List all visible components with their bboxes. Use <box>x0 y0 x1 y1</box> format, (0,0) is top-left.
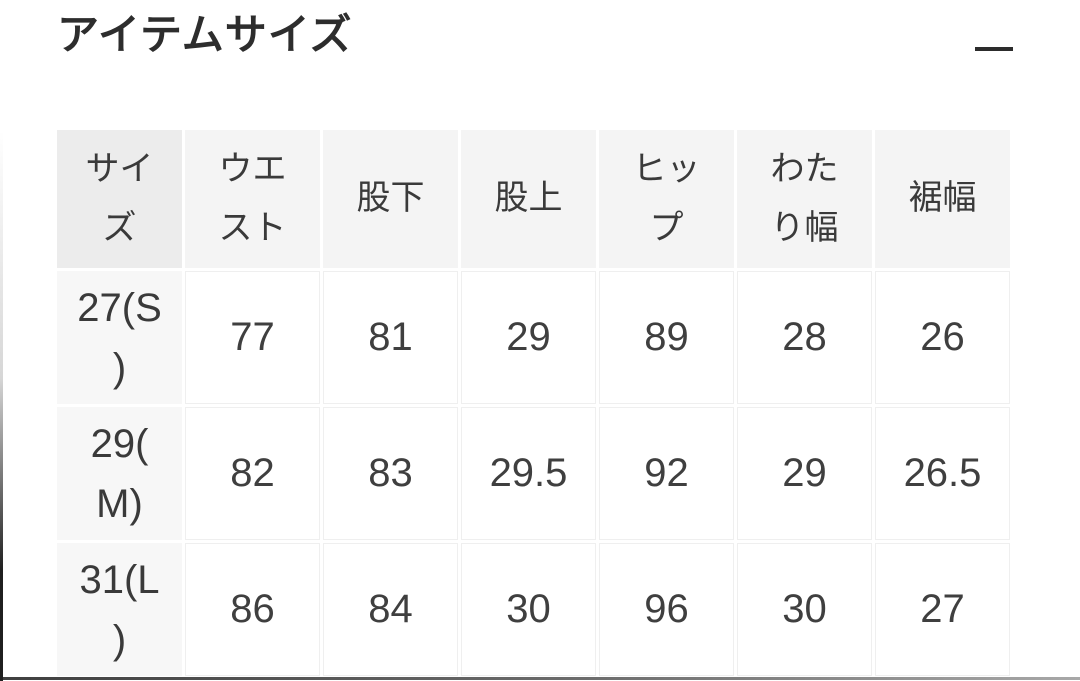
size-value-cell: 82 <box>185 407 320 540</box>
size-value-cell: 27 <box>875 543 1010 676</box>
size-value-cell: 29 <box>737 407 872 540</box>
table-row: 31(L ) 86 84 30 96 30 27 <box>57 543 1010 676</box>
size-value-cell: 86 <box>185 543 320 676</box>
size-value-cell: 81 <box>323 271 458 404</box>
size-value-cell: 92 <box>599 407 734 540</box>
size-value-cell: 26 <box>875 271 1010 404</box>
column-header: わた り幅 <box>737 130 872 268</box>
size-row-label: 29( M) <box>57 407 182 540</box>
left-edge-line <box>0 130 3 681</box>
size-value-cell: 28 <box>737 271 872 404</box>
size-value-cell: 29.5 <box>461 407 596 540</box>
table-row: 29( M) 82 83 29.5 92 29 26.5 <box>57 407 1010 540</box>
size-value-cell: 96 <box>599 543 734 676</box>
size-value-cell: 89 <box>599 271 734 404</box>
size-value-cell: 77 <box>185 271 320 404</box>
minus-icon <box>975 47 1013 51</box>
collapse-button[interactable] <box>968 34 1020 64</box>
bottom-edge-line <box>0 677 1080 680</box>
column-header: ウエ スト <box>185 130 320 268</box>
size-value-cell: 29 <box>461 271 596 404</box>
column-header: 股上 <box>461 130 596 268</box>
size-value-cell: 84 <box>323 543 458 676</box>
size-value-cell: 30 <box>737 543 872 676</box>
size-value-cell: 30 <box>461 543 596 676</box>
column-header: 裾幅 <box>875 130 1010 268</box>
size-value-cell: 83 <box>323 407 458 540</box>
column-header: 股下 <box>323 130 458 268</box>
panel-header: アイテムサイズ <box>0 0 1080 127</box>
panel-title: アイテムサイズ <box>57 11 353 58</box>
table-header-row: サイ ズウエ スト 股下 股上 ヒッ プわた り幅 裾幅 <box>57 130 1010 268</box>
size-row-label: 27(S ) <box>57 271 182 404</box>
column-header: ヒッ プ <box>599 130 734 268</box>
size-table: サイ ズウエ スト 股下 股上 ヒッ プわた り幅 裾幅 27(S ) 77 81 29 89 2… <box>54 127 1013 679</box>
table-row: 27(S ) 77 81 29 89 28 26 <box>57 271 1010 404</box>
column-header: サイ ズ <box>57 130 182 268</box>
size-row-label: 31(L ) <box>57 543 182 676</box>
size-value-cell: 26.5 <box>875 407 1010 540</box>
